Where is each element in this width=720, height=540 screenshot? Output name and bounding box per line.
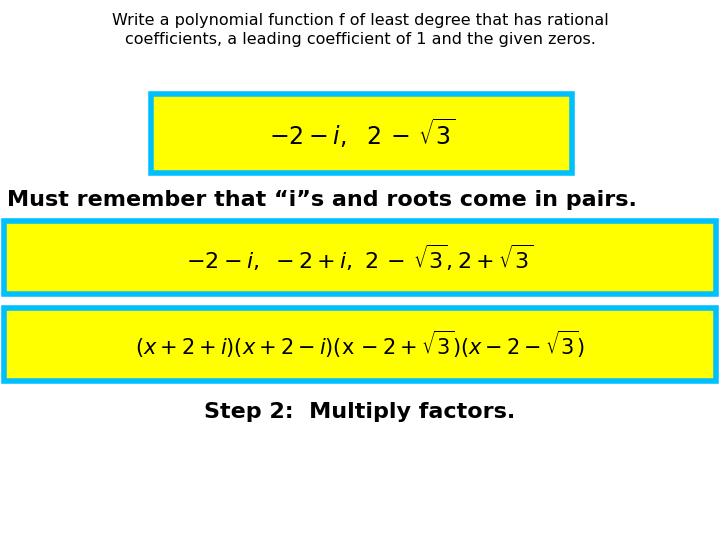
FancyBboxPatch shape bbox=[151, 94, 572, 173]
Text: Step 2:  Multiply factors.: Step 2: Multiply factors. bbox=[204, 402, 516, 422]
Text: Must remember that “i”s and roots come in pairs.: Must remember that “i”s and roots come i… bbox=[7, 190, 637, 210]
Text: coefficients, a leading coefficient of 1 and the given zeros.: coefficients, a leading coefficient of 1… bbox=[125, 32, 595, 48]
Text: Write a polynomial function f of least degree that has rational: Write a polynomial function f of least d… bbox=[112, 14, 608, 29]
FancyBboxPatch shape bbox=[4, 308, 716, 381]
Text: $-2-i,\ -2+i,\ 2\,-\,\sqrt{3},2+\sqrt{3}$: $-2-i,\ -2+i,\ 2\,-\,\sqrt{3},2+\sqrt{3}… bbox=[186, 242, 534, 273]
FancyBboxPatch shape bbox=[4, 221, 716, 294]
Text: $(x+2+i)(x+2-i)(\mathrm{x}\,-2+\sqrt{3})(x-2-\sqrt{3})$: $(x+2+i)(x+2-i)(\mathrm{x}\,-2+\sqrt{3})… bbox=[135, 329, 585, 360]
Text: $-2-i,\ \ 2\,-\,\sqrt{3}$: $-2-i,\ \ 2\,-\,\sqrt{3}$ bbox=[269, 117, 455, 150]
